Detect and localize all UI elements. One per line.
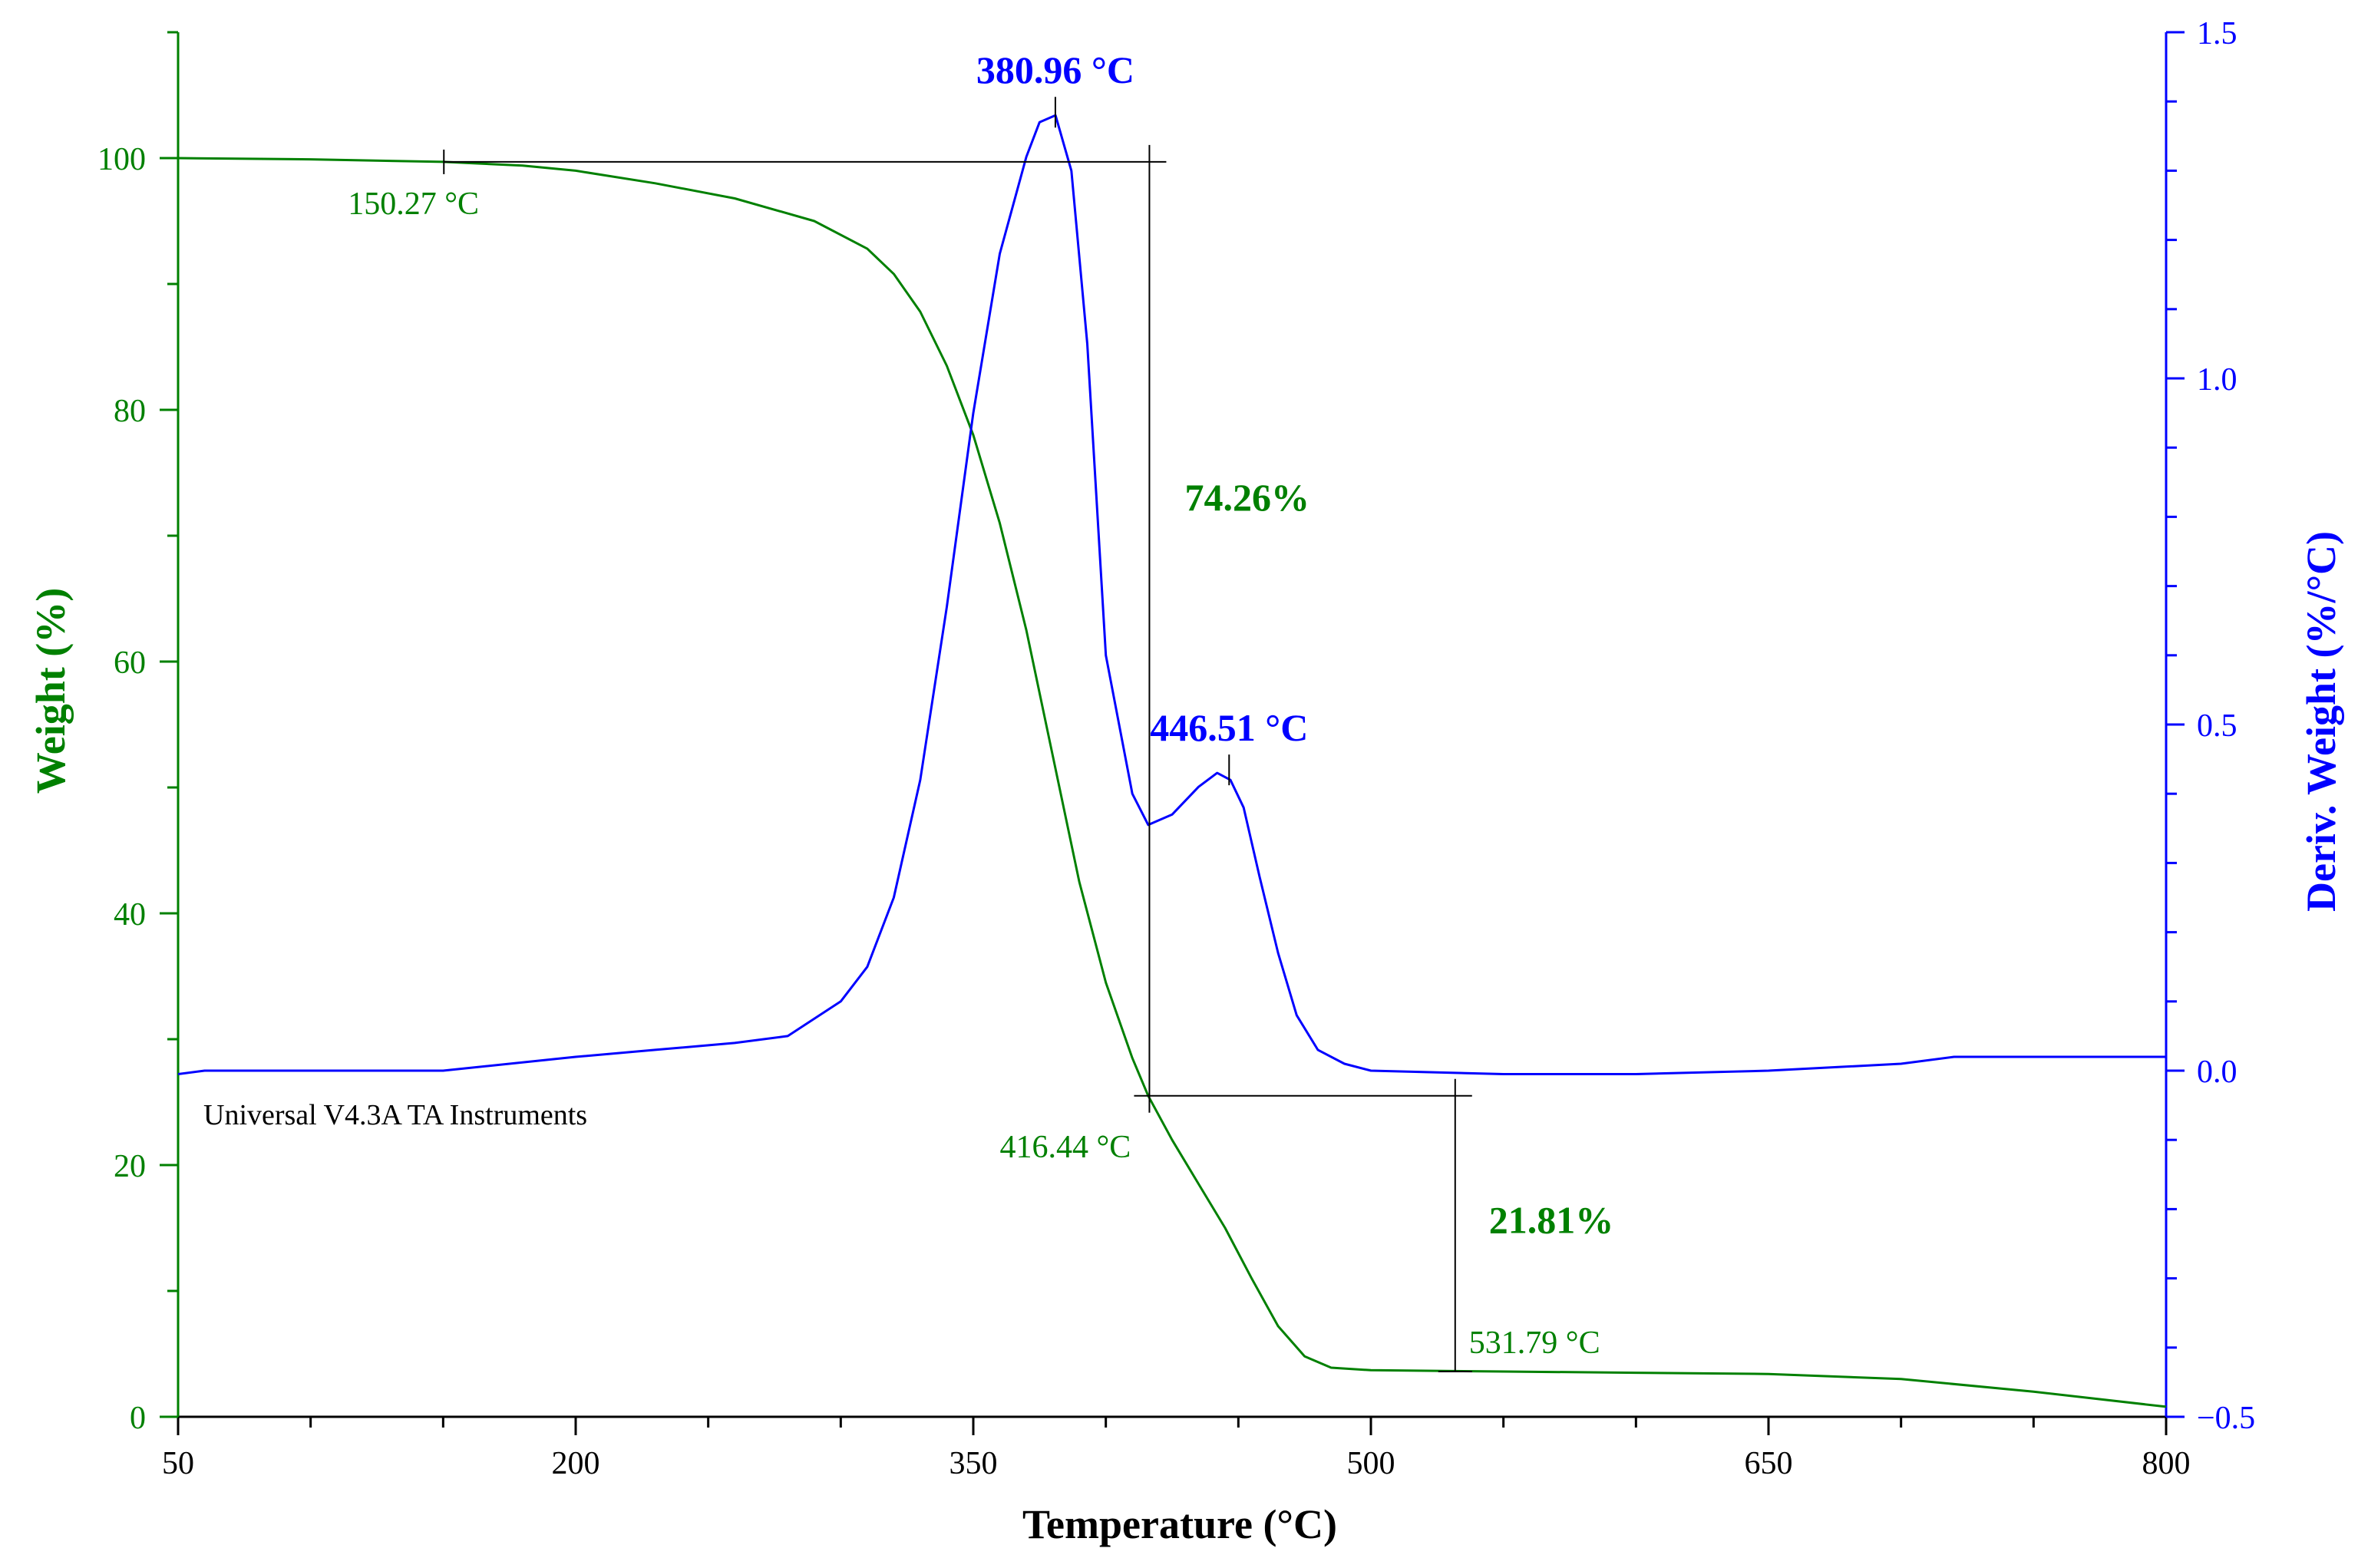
y-left-tick-label: 40 [114, 897, 146, 933]
temperature-label: 531.79 °C [1469, 1325, 1600, 1361]
series-group [177, 114, 2167, 1408]
axes-group: 50 200 350 500 650 800 0 20 40 60 80 100 −0.5 0.0 0.5 1… [97, 16, 2255, 1481]
step2-percent-label: 21.81% [1489, 1199, 1614, 1242]
x-axis-title: Temperature (°C) [1022, 1501, 1337, 1547]
footnote-text: Universal V4.3A TA Instruments [203, 1099, 587, 1131]
x-tick-label: 350 [949, 1446, 998, 1481]
x-tick-label: 200 [552, 1446, 600, 1481]
y-left-tick-label: 80 [114, 394, 146, 429]
x-tick-label: 50 [162, 1446, 194, 1481]
annotations-group: 380.96 °C 446.51 °C 150.27 °C 416.44 °C 531.… [348, 48, 1613, 1372]
deriv-weight-curve [177, 114, 2166, 1075]
peak-label: 380.96 °C [976, 48, 1134, 91]
x-tick-label: 500 [1347, 1446, 1395, 1481]
y-left-tick-label: 60 [114, 645, 146, 681]
y-right-tick-label: −0.5 [2197, 1401, 2255, 1436]
y-left-tick-label: 20 [114, 1149, 146, 1184]
y-right-tick-label: 1.0 [2197, 362, 2237, 398]
peak-label: 446.51 °C [1150, 706, 1308, 749]
weight-curve [177, 157, 2167, 1408]
temperature-label: 416.44 °C [999, 1130, 1131, 1165]
x-tick-label: 650 [1745, 1446, 1793, 1481]
y-right-tick-label: 0.0 [2197, 1055, 2237, 1090]
step1-percent-label: 74.26% [1184, 476, 1309, 519]
temperature-label: 150.27 °C [348, 187, 479, 222]
y-right-tick-label: 1.5 [2197, 16, 2237, 51]
y-right-axis-title: Deriv. Weight (%/°C) [2298, 531, 2344, 912]
x-tick-label: 800 [2142, 1446, 2191, 1481]
y-left-tick-label: 0 [130, 1401, 146, 1436]
y-left-tick-label: 100 [97, 142, 146, 177]
y-left-axis-title: Weight (%) [28, 588, 74, 794]
y-right-tick-label: 0.5 [2197, 708, 2237, 744]
